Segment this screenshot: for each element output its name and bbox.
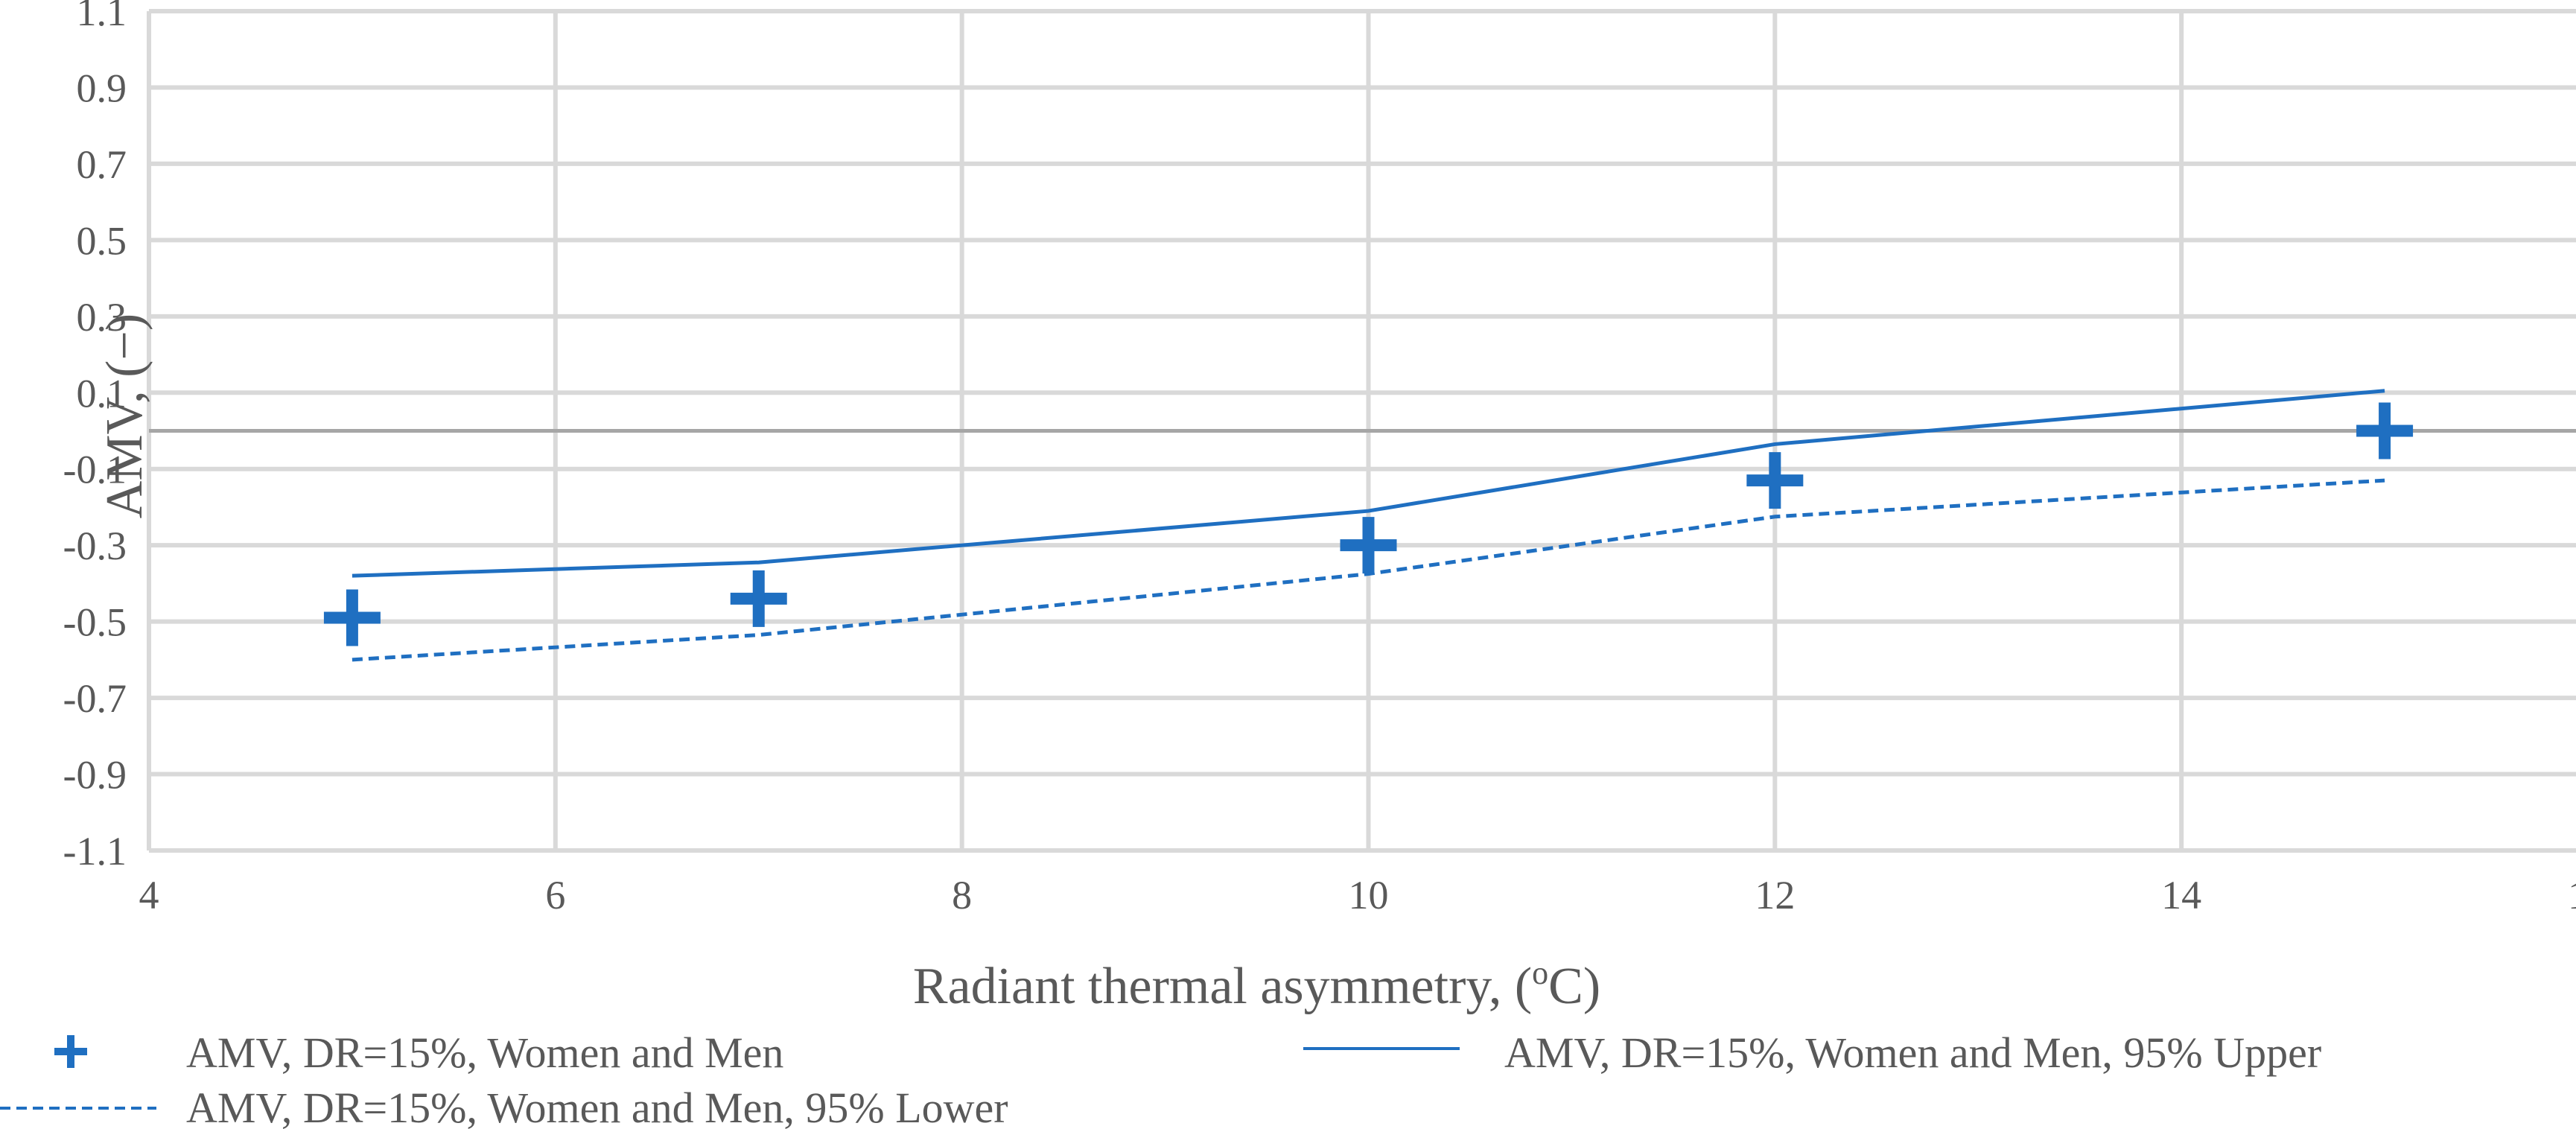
data-point-amv xyxy=(1340,517,1397,574)
x-tick-label: 10 xyxy=(1349,873,1389,917)
legend-key-plus xyxy=(54,1035,87,1068)
legend-item: AMV, DR=15%, Women and Men, 95% Lower xyxy=(0,1084,1008,1129)
series-line-95-lower xyxy=(352,478,2385,662)
legend-label: AMV, DR=15%, Women and Men, 95% Lower xyxy=(186,1084,1008,1129)
y-tick-label: 0.1 xyxy=(77,371,127,416)
y-tick-label: 0.5 xyxy=(77,218,127,263)
data-point-amv xyxy=(730,570,787,627)
legend-label: AMV, DR=15%, Women and Men xyxy=(186,1028,783,1077)
y-tick-label: 0.7 xyxy=(77,142,127,187)
x-tick-label: 4 xyxy=(139,873,159,917)
y-tick-label: 0.3 xyxy=(77,295,127,340)
x-tick-label: 14 xyxy=(2161,873,2201,917)
x-axis-title-main: Radiant thermal asymmetry, ( xyxy=(913,958,1532,1015)
y-tick-label: -0.3 xyxy=(63,524,127,568)
x-axis-title: Radiant thermal asymmetry, (oC) xyxy=(913,955,1600,1015)
y-tick-label: -0.5 xyxy=(63,600,127,645)
y-tick-label: -0.9 xyxy=(63,753,127,798)
series-layer xyxy=(323,389,2414,662)
y-tick-label: -1.1 xyxy=(63,829,127,874)
data-point-amv xyxy=(323,589,381,646)
y-tick-label: 1.1 xyxy=(77,0,127,34)
x-tick-labels: 4 6 8 10 12 14 16 xyxy=(139,873,2576,917)
y-tick-label: -0.7 xyxy=(63,676,127,721)
y-axis-title: AMV, (−) xyxy=(96,314,153,518)
y-tick-labels: 1.1 0.9 0.7 0.5 0.3 0.1 -0.1 -0.3 -0.5 -0.7 -0.9 -1… xyxy=(63,0,127,874)
x-tick-label: 6 xyxy=(545,873,565,917)
x-axis-title-suffix: C) xyxy=(1548,958,1600,1015)
data-point-amv xyxy=(2356,402,2414,459)
legend-item: AMV, DR=15%, Women and Men, 95% Upper xyxy=(1303,1028,2321,1077)
legend-label: AMV, DR=15%, Women and Men, 95% Upper xyxy=(1504,1028,2321,1077)
x-axis-title-superscript: o xyxy=(1532,955,1548,991)
legend: AMV, DR=15%, Women and Men AMV, DR=15%, W… xyxy=(0,1028,2321,1129)
x-tick-label: 8 xyxy=(952,873,972,917)
x-tick-label: 16 xyxy=(2568,873,2576,917)
legend-item: AMV, DR=15%, Women and Men xyxy=(54,1028,783,1077)
data-point-amv xyxy=(1746,452,1804,509)
y-tick-label: -0.1 xyxy=(63,448,127,492)
y-tick-label: 0.9 xyxy=(77,66,127,110)
series-line-95-upper xyxy=(352,389,2385,578)
x-tick-label: 12 xyxy=(1755,873,1795,917)
